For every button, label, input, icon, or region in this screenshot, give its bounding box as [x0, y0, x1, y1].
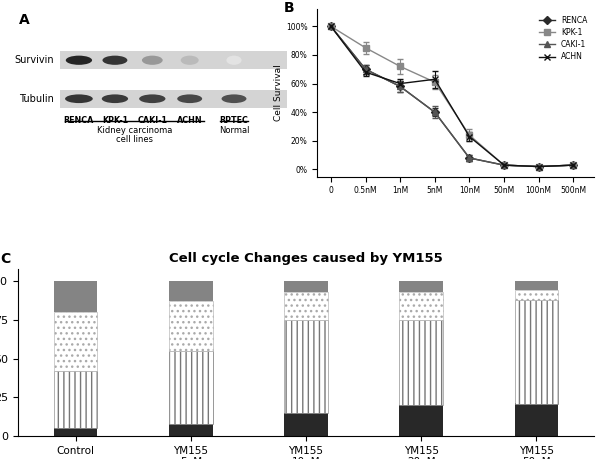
Bar	[59, 90, 287, 108]
Bar	[515, 291, 558, 300]
Text: RPTEC: RPTEC	[220, 116, 248, 125]
Bar	[54, 312, 97, 371]
Ellipse shape	[181, 56, 199, 65]
Bar	[284, 320, 328, 413]
Bar	[169, 351, 212, 424]
Text: cell lines: cell lines	[116, 135, 153, 144]
Text: B: B	[284, 1, 295, 15]
Text: RENCA: RENCA	[64, 116, 94, 125]
Ellipse shape	[102, 95, 128, 103]
Bar	[400, 405, 443, 436]
Bar	[400, 292, 443, 320]
Ellipse shape	[177, 95, 202, 103]
Ellipse shape	[139, 95, 166, 103]
Y-axis label: Cell Survival: Cell Survival	[274, 65, 283, 121]
Ellipse shape	[66, 56, 92, 65]
Bar	[400, 281, 443, 292]
Bar	[59, 51, 287, 69]
Text: ACHN: ACHN	[177, 116, 203, 125]
Bar	[284, 292, 328, 320]
Text: Tubulin: Tubulin	[19, 94, 54, 104]
Bar	[169, 424, 212, 436]
Bar	[284, 413, 328, 436]
Bar	[169, 281, 212, 301]
Bar	[169, 301, 212, 351]
Ellipse shape	[226, 56, 242, 65]
Text: Kidney carcinoma: Kidney carcinoma	[97, 125, 172, 134]
Bar	[54, 281, 97, 312]
Ellipse shape	[65, 95, 93, 103]
Bar	[400, 320, 443, 405]
Bar	[515, 281, 558, 291]
Ellipse shape	[221, 95, 247, 103]
Bar	[54, 371, 97, 428]
Ellipse shape	[142, 56, 163, 65]
Text: CAKI-1: CAKI-1	[137, 116, 167, 125]
Ellipse shape	[103, 56, 127, 65]
Legend: RENCA, KPK-1, CAKI-1, ACHN: RENCA, KPK-1, CAKI-1, ACHN	[536, 13, 590, 64]
Text: A: A	[19, 12, 30, 27]
Text: C: C	[1, 252, 11, 266]
Title: Cell cycle Changes caused by YM155: Cell cycle Changes caused by YM155	[169, 252, 443, 265]
Bar	[284, 281, 328, 292]
Text: Survivin: Survivin	[14, 55, 54, 65]
Bar	[515, 300, 558, 403]
Text: KPK-1: KPK-1	[102, 116, 128, 125]
Bar	[515, 403, 558, 436]
Bar	[54, 428, 97, 436]
Text: Normal: Normal	[219, 125, 249, 134]
